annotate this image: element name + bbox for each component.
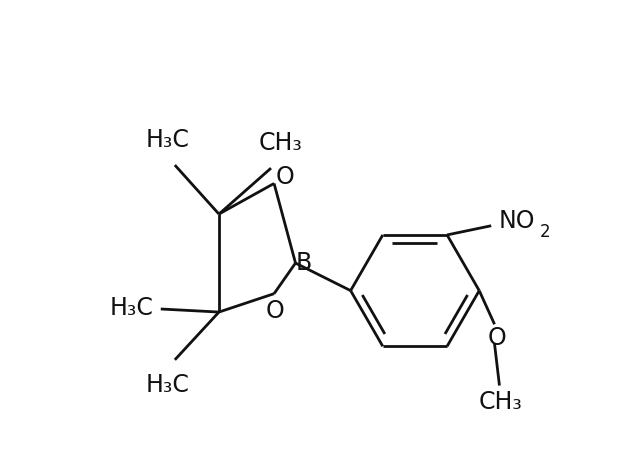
Text: O: O bbox=[276, 165, 294, 189]
Text: H₃C: H₃C bbox=[145, 128, 189, 152]
Text: O: O bbox=[488, 326, 506, 350]
Text: O: O bbox=[266, 299, 285, 323]
Text: NO: NO bbox=[499, 209, 535, 233]
Text: 2: 2 bbox=[540, 223, 551, 241]
Text: CH₃: CH₃ bbox=[259, 130, 302, 154]
Text: B: B bbox=[295, 251, 312, 275]
Text: H₃C: H₃C bbox=[109, 296, 154, 320]
Text: CH₃: CH₃ bbox=[479, 390, 523, 414]
Text: H₃C: H₃C bbox=[145, 374, 189, 398]
